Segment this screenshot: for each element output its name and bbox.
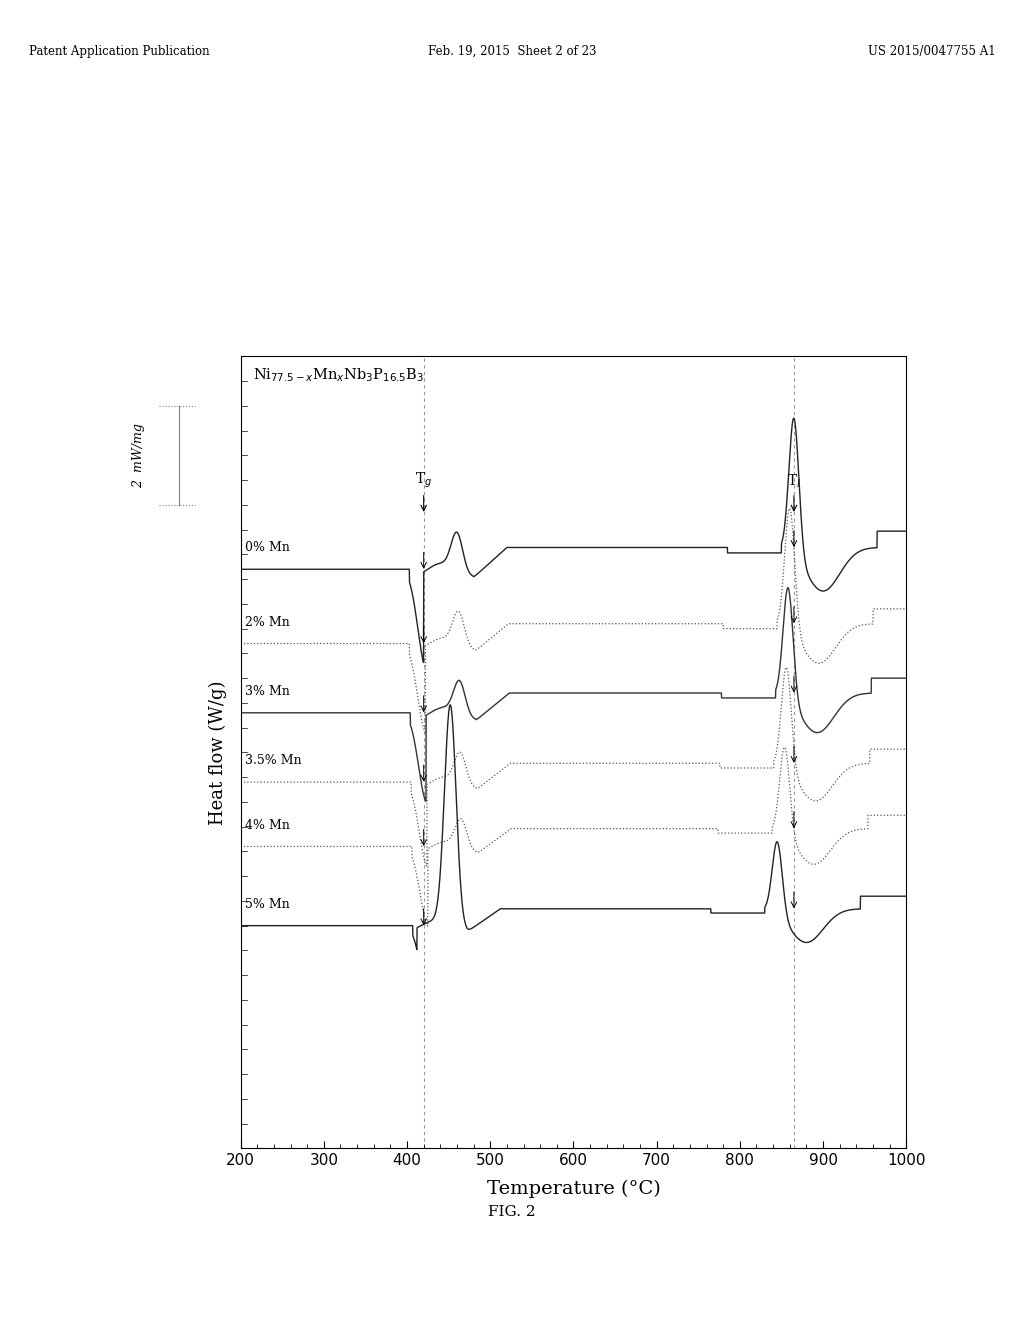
Text: 3% Mn: 3% Mn	[245, 685, 290, 698]
Text: Ni$_{77.5-x}$Mn$_x$Nb$_3$P$_{16.5}$B$_3$: Ni$_{77.5-x}$Mn$_x$Nb$_3$P$_{16.5}$B$_3$	[253, 366, 425, 384]
Text: 2% Mn: 2% Mn	[245, 615, 290, 628]
Y-axis label: Heat flow (W/g): Heat flow (W/g)	[209, 680, 226, 825]
X-axis label: Temperature (°C): Temperature (°C)	[486, 1179, 660, 1197]
Text: 2  mW/mg: 2 mW/mg	[132, 422, 144, 488]
Text: US 2015/0047755 A1: US 2015/0047755 A1	[867, 45, 995, 58]
Text: T$_g$: T$_g$	[415, 471, 432, 511]
Text: T$_l$: T$_l$	[786, 473, 801, 511]
Text: 5% Mn: 5% Mn	[245, 898, 290, 911]
Text: 0% Mn: 0% Mn	[245, 541, 290, 554]
Text: 4% Mn: 4% Mn	[245, 818, 290, 832]
Text: Patent Application Publication: Patent Application Publication	[29, 45, 209, 58]
Text: FIG. 2: FIG. 2	[488, 1205, 536, 1218]
Text: Feb. 19, 2015  Sheet 2 of 23: Feb. 19, 2015 Sheet 2 of 23	[428, 45, 596, 58]
Text: 3.5% Mn: 3.5% Mn	[245, 754, 301, 767]
